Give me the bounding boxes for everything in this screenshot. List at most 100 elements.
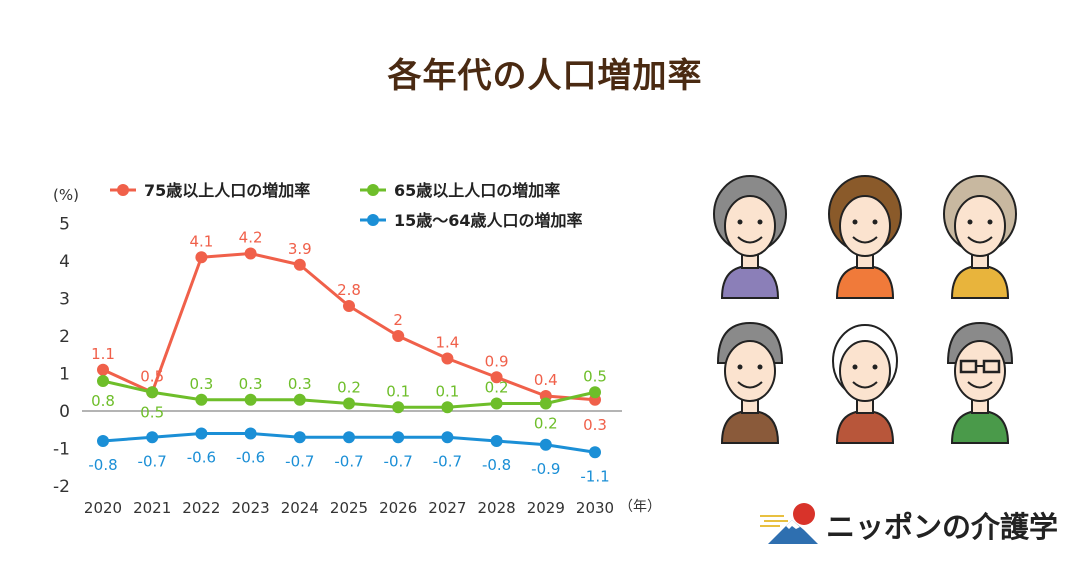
- data-point: [244, 427, 257, 440]
- data-label: -0.9: [531, 460, 560, 478]
- data-label: 3.9: [288, 240, 312, 258]
- data-point: [146, 431, 159, 444]
- data-point: [392, 330, 405, 342]
- data-point: [490, 371, 503, 384]
- x-tick-label: 2020: [84, 499, 122, 517]
- data-label: 0.1: [386, 382, 410, 400]
- data-point: [441, 352, 454, 365]
- y-tick-label: -2: [53, 477, 70, 497]
- data-label: 0.3: [189, 375, 213, 393]
- data-label: -0.8: [482, 456, 511, 474]
- data-point: [195, 393, 208, 406]
- x-tick-label: 2022: [182, 499, 220, 517]
- data-label: 0.2: [485, 379, 509, 397]
- data-label: -1.1: [580, 467, 609, 485]
- data-label: 0.3: [583, 416, 607, 434]
- x-tick-label: 2023: [232, 499, 270, 517]
- data-label: 1.4: [435, 334, 459, 352]
- y-tick-label: 2: [59, 327, 70, 347]
- data-point: [293, 431, 306, 444]
- data-label: 0.9: [485, 352, 509, 370]
- data-label: 2.8: [337, 281, 361, 299]
- data-label: -0.6: [236, 449, 265, 467]
- x-tick-label: 2029: [527, 499, 565, 517]
- elderly-woman-2-icon: [943, 175, 1017, 299]
- data-label: -0.7: [334, 452, 363, 470]
- elderly-man-glasses-icon: [946, 321, 1014, 444]
- x-tick-label: 2021: [133, 499, 171, 517]
- legend-marker: [117, 184, 129, 196]
- logo-text: ニッポンの介護学: [826, 510, 1059, 544]
- data-label: 0.3: [239, 375, 263, 393]
- line-chart: (%) -2 -1 0 1 2 3 4 5 2020 2021 2022 2023 2024 2025 202…: [53, 181, 661, 517]
- data-label: 4.1: [189, 232, 213, 250]
- data-label: 0.8: [91, 392, 115, 410]
- data-point: [539, 397, 552, 410]
- data-point: [195, 251, 208, 264]
- data-point: [97, 363, 109, 376]
- data-label: -0.7: [384, 452, 413, 470]
- data-point: [97, 375, 109, 387]
- data-point: [490, 397, 503, 410]
- x-tick-label: 2026: [379, 499, 417, 517]
- data-point: [195, 427, 208, 440]
- data-label: 0.2: [337, 379, 361, 397]
- data-point: [343, 431, 355, 444]
- data-point: [392, 431, 405, 444]
- data-point: [441, 431, 454, 444]
- data-label: -0.7: [285, 452, 314, 470]
- data-point: [293, 258, 306, 271]
- data-point: [343, 397, 355, 410]
- data-label: 0.4: [534, 371, 558, 389]
- x-tick-label: 2024: [281, 499, 319, 517]
- data-label: -0.7: [138, 452, 167, 470]
- data-label: 4.2: [239, 229, 263, 247]
- data-point: [589, 446, 601, 459]
- data-label: 1.1: [91, 345, 115, 363]
- data-label: 0.2: [534, 415, 558, 433]
- data-point: [293, 393, 306, 406]
- data-label: -0.7: [433, 452, 462, 470]
- y-tick-label: 0: [59, 402, 70, 422]
- data-label: 0.5: [140, 367, 164, 385]
- bald-man-icon: [832, 324, 898, 444]
- x-unit-label: （年）: [619, 499, 661, 515]
- x-tick-label: 2028: [478, 499, 516, 517]
- legend-label: 15歳～64歳人口の増加率: [394, 211, 583, 230]
- data-label: 0.5: [140, 403, 164, 421]
- data-point: [97, 435, 109, 447]
- data-point: [146, 386, 159, 399]
- data-point: [441, 401, 454, 414]
- data-label: -0.8: [88, 456, 117, 474]
- data-label: 2: [393, 311, 403, 329]
- logo: ニッポンの介護学: [758, 500, 1068, 550]
- x-tick-label: 2030: [576, 499, 614, 517]
- legend-label: 65歳以上人口の増加率: [394, 181, 560, 200]
- y-tick-label: 5: [59, 215, 70, 235]
- y-tick-label: 4: [59, 252, 70, 272]
- elderly-man-1-icon: [716, 321, 784, 444]
- legend-label: 75歳以上人口の増加率: [144, 181, 310, 200]
- y-tick-label: 3: [59, 290, 70, 310]
- legend-marker: [367, 214, 379, 226]
- data-point: [539, 438, 552, 451]
- people-illustration: [700, 170, 1040, 460]
- elderly-woman-1-icon: [713, 175, 787, 299]
- x-tick-label: 2025: [330, 499, 368, 517]
- woman-brown-hair-icon: [828, 175, 902, 299]
- data-point: [589, 386, 601, 399]
- y-tick-label: -1: [53, 440, 70, 460]
- data-label: -0.6: [187, 449, 216, 467]
- data-point: [244, 247, 257, 260]
- data-point: [490, 435, 503, 447]
- data-label: 0.3: [288, 375, 312, 393]
- data-point: [392, 401, 405, 414]
- mount-fuji-icon: [760, 503, 818, 544]
- chart-title: 各年代の人口増加率: [387, 56, 703, 96]
- data-label: 0.5: [583, 367, 607, 385]
- y-tick-label: 1: [59, 365, 70, 385]
- legend-marker: [367, 184, 379, 196]
- x-tick-label: 2027: [428, 499, 466, 517]
- data-point: [343, 300, 355, 312]
- data-label: 0.1: [435, 382, 459, 400]
